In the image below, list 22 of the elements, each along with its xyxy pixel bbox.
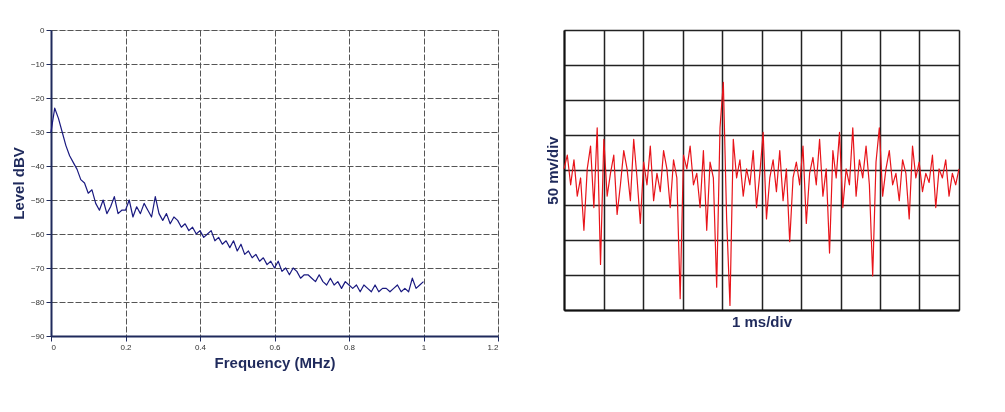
x-axis-title: 1 ms/div <box>731 312 793 330</box>
x-tick-label: 0.8 <box>343 342 356 352</box>
x-tick-label: 0.6 <box>269 342 282 352</box>
x-tick-label: 0.4 <box>194 342 207 352</box>
y-axis-title: 50 mv/div <box>543 135 561 205</box>
x-tick-label: 0 <box>51 342 57 352</box>
y-tick-label: −20 <box>30 93 46 103</box>
y-tick-label: −30 <box>30 127 46 137</box>
x-tick-label: 1.2 <box>487 342 500 352</box>
y-tick-label: −40 <box>30 161 46 171</box>
y-tick-label: −60 <box>30 229 46 239</box>
y-tick-label: −10 <box>30 59 46 69</box>
x-tick-label: 0.2 <box>120 342 133 352</box>
x-tick-label: 1 <box>421 342 427 352</box>
x-axis-title: Frequency (MHz) <box>214 353 336 371</box>
y-tick-label: −80 <box>30 297 46 307</box>
y-axis-title: Level dBV <box>9 147 27 220</box>
y-tick-label: −90 <box>30 331 46 341</box>
y-tick-label: 0 <box>40 25 46 35</box>
y-tick-label: −70 <box>30 263 46 273</box>
y-tick-label: −50 <box>30 195 46 205</box>
line-series <box>50 107 425 293</box>
